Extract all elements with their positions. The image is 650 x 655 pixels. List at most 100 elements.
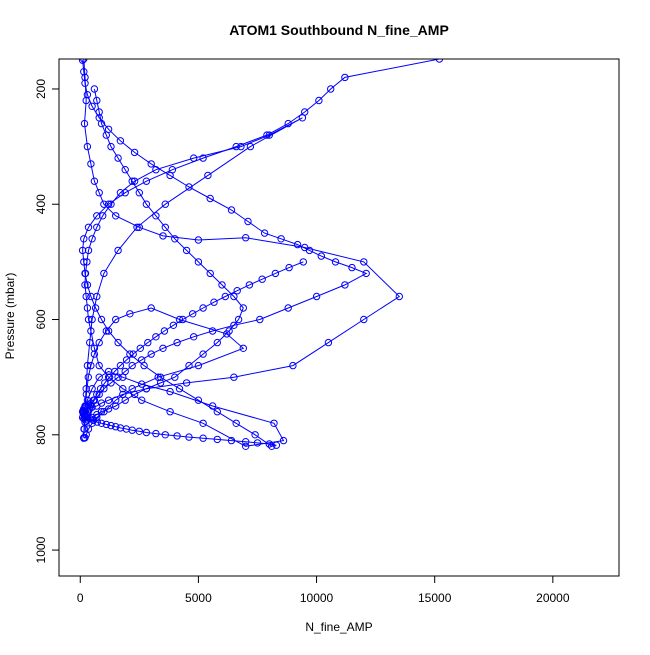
data-point — [95, 189, 103, 197]
x-tick-label: 5000 — [185, 591, 212, 605]
data-point — [107, 421, 115, 430]
data-point — [242, 438, 250, 446]
y-tick-label: 600 — [34, 309, 48, 329]
data-point — [285, 263, 293, 272]
data-point — [232, 419, 240, 427]
data-point — [179, 315, 187, 324]
data-point — [173, 338, 181, 347]
series-line — [82, 59, 440, 447]
data-point — [362, 269, 370, 278]
data-point — [104, 396, 113, 404]
series-line — [82, 59, 401, 447]
data-point — [95, 108, 103, 116]
data-point — [82, 417, 90, 425]
data-point — [182, 379, 191, 387]
data-point — [93, 390, 101, 399]
data-point — [168, 166, 177, 174]
data-point — [129, 350, 137, 358]
data-point — [299, 258, 307, 266]
data-point — [206, 194, 214, 203]
data-point — [135, 223, 144, 232]
data-point — [279, 436, 288, 445]
data-point — [227, 436, 236, 445]
y-tick-label: 800 — [34, 424, 48, 444]
data-point — [152, 212, 160, 220]
data-point — [161, 431, 170, 439]
data-point — [107, 142, 115, 151]
data-point — [90, 350, 99, 358]
data-point — [327, 85, 335, 93]
data-point — [84, 315, 93, 324]
data-point — [305, 246, 314, 255]
data-point — [348, 263, 356, 272]
data-point — [242, 442, 250, 450]
data-point — [111, 367, 119, 376]
data-point — [114, 338, 122, 347]
data-point — [260, 229, 269, 237]
data-point — [277, 235, 285, 243]
x-tick-label: 15000 — [418, 591, 452, 605]
data-point — [230, 373, 238, 381]
data-point — [121, 396, 129, 404]
data-point — [225, 327, 233, 335]
data-point — [147, 160, 155, 168]
data-point — [324, 338, 333, 347]
data-point — [80, 434, 88, 442]
data-point — [232, 142, 240, 151]
data-point — [185, 361, 193, 370]
data-point — [87, 361, 95, 370]
data-point — [199, 434, 207, 442]
data-point — [130, 390, 139, 399]
data-point — [315, 96, 323, 105]
data-point — [293, 240, 302, 249]
data-point — [169, 321, 178, 329]
data-point — [190, 333, 198, 341]
data-point — [152, 429, 160, 438]
data-point — [230, 321, 238, 329]
data-point — [84, 373, 93, 381]
data-point — [185, 433, 193, 441]
data-point — [135, 427, 144, 435]
data-point — [147, 350, 155, 358]
data-point — [97, 119, 106, 128]
data-point — [102, 131, 111, 139]
data-point — [161, 200, 170, 208]
data-point — [87, 402, 95, 410]
data-point — [360, 258, 368, 266]
data-point — [89, 396, 98, 404]
y-axis-label: Pressure (mbar) — [3, 273, 17, 360]
data-point — [80, 68, 88, 76]
data-point — [83, 91, 92, 99]
data-point — [104, 200, 113, 208]
data-point — [142, 177, 151, 185]
data-point — [194, 361, 203, 370]
data-point — [147, 304, 155, 312]
data-point — [239, 304, 248, 312]
data-point — [121, 367, 129, 376]
data-point — [395, 292, 403, 301]
data-point — [95, 373, 103, 381]
data-point — [99, 212, 107, 220]
data-point — [189, 310, 197, 318]
data-point — [173, 432, 181, 440]
data-point — [112, 423, 120, 431]
data-point — [208, 327, 217, 335]
data-point — [156, 373, 165, 381]
data-point — [112, 212, 120, 220]
data-point — [128, 426, 136, 434]
data-point — [331, 258, 340, 266]
data-point — [138, 380, 146, 388]
data-point — [142, 428, 151, 437]
data-point — [81, 79, 89, 87]
data-point — [100, 269, 108, 278]
data-point — [121, 166, 129, 174]
data-point — [97, 419, 106, 427]
data-point — [126, 310, 134, 318]
data-point — [182, 246, 191, 255]
data-point — [160, 327, 169, 335]
data-point — [206, 269, 214, 278]
data-point — [284, 119, 292, 128]
data-point — [102, 420, 111, 429]
data-point — [213, 435, 222, 444]
